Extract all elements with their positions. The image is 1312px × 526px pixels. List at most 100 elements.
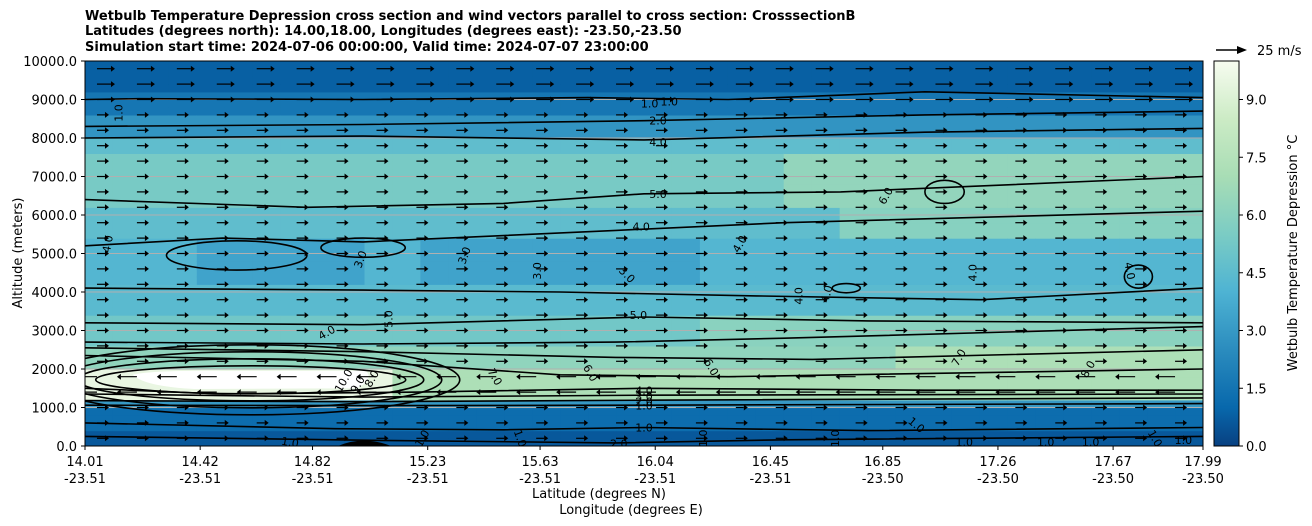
field-cell: [727, 353, 757, 362]
field-cell: [420, 345, 449, 355]
field-cell: [979, 168, 1008, 178]
field-cell: [811, 222, 841, 231]
field-cell: [811, 122, 841, 131]
field-cell: [364, 369, 394, 378]
field-cell: [448, 130, 477, 139]
wind-vector-head: [1035, 373, 1040, 380]
wind-vector-head: [663, 158, 668, 165]
wind-vector-head: [624, 296, 629, 303]
field-cell: [560, 184, 589, 193]
wind-vector-head: [464, 265, 469, 272]
field-cell: [140, 176, 170, 185]
field-cell: [560, 369, 589, 378]
field-cell: [895, 307, 925, 316]
field-cell: [504, 376, 533, 385]
field-cell: [560, 330, 589, 339]
wind-vector-head: [703, 158, 708, 165]
field-cell: [644, 230, 673, 239]
field-cell: [671, 330, 701, 339]
field-cell: [895, 222, 925, 231]
field-cell: [392, 430, 421, 439]
field-cell: [588, 61, 617, 70]
wind-vector-head: [304, 188, 309, 195]
field-cell: [671, 245, 701, 255]
field-cell: [280, 68, 310, 77]
wind-vector-head: [544, 111, 549, 118]
wind-vector-head: [1183, 358, 1188, 365]
wind-vector-head: [1023, 111, 1028, 118]
wind-vector-head: [544, 127, 549, 134]
field-cell: [112, 238, 142, 247]
field-cell: [839, 199, 869, 208]
wind-vector-head: [430, 65, 435, 72]
field-cell: [560, 307, 589, 316]
field-cell: [1119, 130, 1148, 139]
wind-vector-head: [863, 358, 868, 365]
wind-vector-head: [743, 404, 748, 411]
field-cell: [504, 114, 533, 124]
field-cell: [1175, 438, 1203, 446]
field-cell: [392, 238, 421, 247]
wind-vector-head: [184, 419, 189, 426]
field-cell: [196, 261, 226, 270]
wind-vector-head: [1109, 65, 1114, 72]
field-cell: [588, 268, 617, 278]
field-cell: [112, 145, 142, 154]
field-cell: [1007, 322, 1036, 332]
wind-vector-head: [1143, 435, 1148, 442]
wind-vector-head: [624, 404, 629, 411]
field-cell: [755, 207, 785, 216]
field-cell: [644, 161, 673, 170]
field-cell: [364, 176, 394, 185]
wind-vector-head: [424, 419, 429, 426]
x-tick-label-lon: -23.51: [64, 472, 106, 487]
wind-vector-head: [544, 188, 549, 195]
field-cell: [839, 253, 869, 262]
wind-vector-head: [630, 65, 635, 72]
wind-vector-head: [104, 265, 109, 272]
colorbar-tick-label: 7.5: [1246, 151, 1267, 166]
field-cell: [532, 199, 561, 208]
field-cell: [560, 99, 589, 108]
field-cell: [140, 191, 170, 201]
wind-vector-head: [1183, 419, 1188, 426]
field-cell: [1007, 253, 1036, 262]
field-cell: [951, 107, 980, 116]
wind-vector-head: [663, 204, 668, 211]
wind-vector-head: [344, 204, 349, 211]
field-cell: [560, 353, 589, 362]
field-cell: [616, 207, 645, 216]
field-cell: [476, 307, 505, 316]
wind-vector-head: [1189, 81, 1194, 88]
wind-vector-head: [110, 81, 115, 88]
wind-vector-head: [1143, 173, 1148, 180]
field-cell: [308, 76, 338, 85]
wind-vector-head: [1023, 188, 1028, 195]
field-cell: [85, 369, 114, 378]
field-cell: [392, 138, 421, 147]
contour-label: 1.0: [697, 430, 710, 448]
field-cell: [783, 230, 813, 239]
wind-vector-head: [1143, 281, 1148, 288]
field-cell: [895, 407, 925, 416]
field-cell: [224, 353, 254, 362]
field-cell: [1175, 145, 1203, 154]
wind-vector-head: [955, 389, 960, 396]
wind-vector-head: [384, 188, 389, 195]
wind-vector-head: [144, 327, 149, 334]
wind-vector-head: [424, 158, 429, 165]
field-cell: [1063, 76, 1092, 85]
colorbar-tick-label: 1.5: [1246, 382, 1267, 397]
wind-vector-head: [184, 111, 189, 118]
field-cell: [644, 284, 673, 293]
x-tick-label-lat: 15.23: [409, 455, 446, 470]
field-cell: [1175, 369, 1203, 378]
wind-vector-head: [224, 404, 229, 411]
field-cell: [1119, 238, 1148, 247]
field-cell: [1091, 322, 1120, 332]
field-cell: [699, 307, 729, 316]
field-cell: [85, 292, 114, 301]
wind-vector-head: [983, 312, 988, 319]
field-cell: [476, 84, 505, 93]
field-cell: [755, 415, 785, 424]
